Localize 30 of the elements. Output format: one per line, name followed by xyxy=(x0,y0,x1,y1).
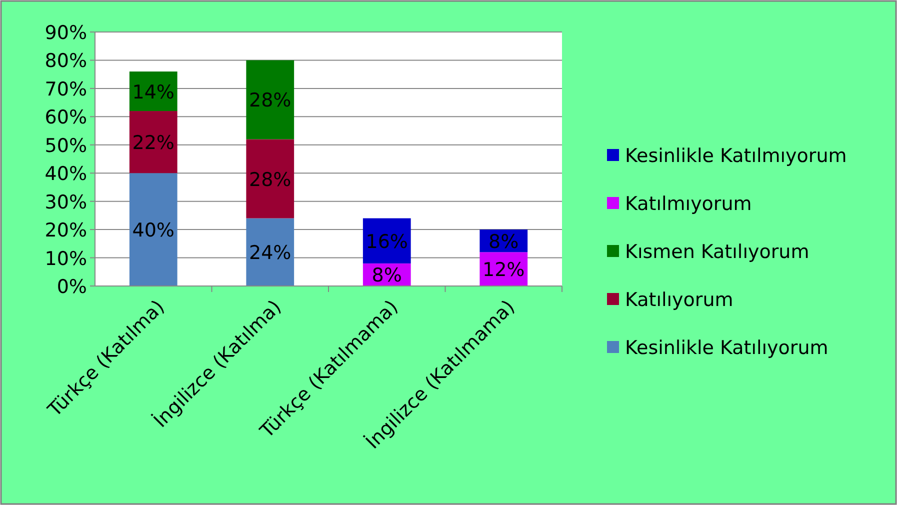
data-label: 14% xyxy=(132,81,174,104)
data-label: 8% xyxy=(372,264,402,287)
data-label: 8% xyxy=(488,230,519,253)
data-label: 28% xyxy=(249,90,292,112)
data-label: 40% xyxy=(132,220,174,242)
data-label: 16% xyxy=(366,230,408,253)
legend-label: Katılıyorum xyxy=(625,289,734,311)
y-tick-label: 0% xyxy=(56,276,87,298)
data-label: 22% xyxy=(132,132,174,154)
bar xyxy=(246,218,294,286)
bar xyxy=(246,60,294,140)
bar xyxy=(129,173,178,286)
bar xyxy=(129,111,178,174)
y-tick-label: 60% xyxy=(44,106,87,129)
y-tick-label: 40% xyxy=(44,163,87,186)
y-tick-label: 70% xyxy=(44,78,87,100)
bar xyxy=(246,139,294,218)
legend-label: Katılmıyorum xyxy=(625,193,752,215)
y-tick-label: 80% xyxy=(44,50,87,72)
y-tick-label: 90% xyxy=(44,22,87,44)
legend-label: Kısmen Katılıyorum xyxy=(625,241,810,263)
y-tick-label: 30% xyxy=(44,191,87,214)
data-label: 28% xyxy=(249,168,292,191)
y-tick-label: 50% xyxy=(44,134,87,157)
data-label: 12% xyxy=(482,259,525,282)
legend-label: Kesinlikle Katılıyorum xyxy=(625,337,828,359)
y-tick-label: 20% xyxy=(44,220,87,242)
data-label: 24% xyxy=(249,242,292,264)
y-tick-label: 10% xyxy=(44,248,87,270)
legend-label: Kesinlikle Katılmıyorum xyxy=(625,145,847,167)
